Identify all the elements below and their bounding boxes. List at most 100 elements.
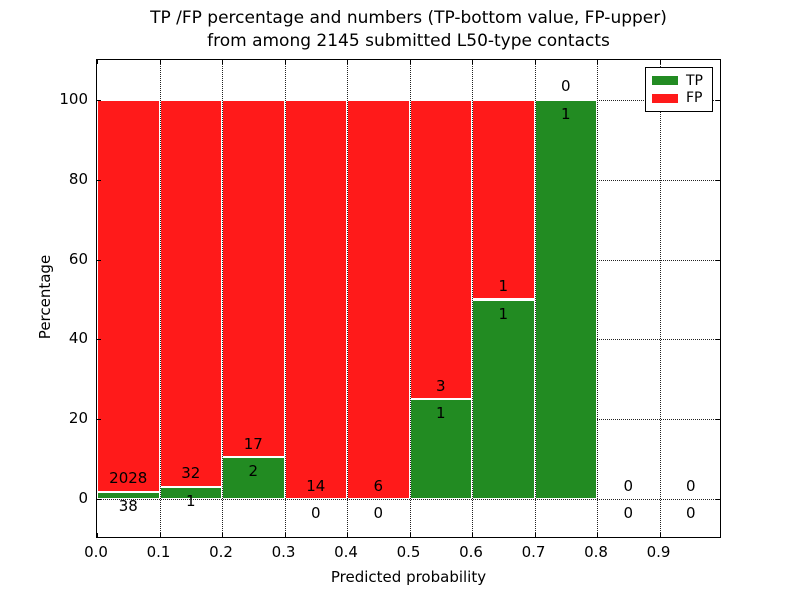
fp-color-swatch-icon xyxy=(652,93,678,103)
x-tick-mark xyxy=(659,60,661,64)
y-tick-mark xyxy=(716,499,720,501)
bar-tp-segment xyxy=(222,457,285,500)
x-gridline xyxy=(659,60,661,537)
x-gridline xyxy=(472,60,473,537)
bar-tp-segment xyxy=(409,399,472,500)
bar-tp-segment xyxy=(472,299,535,500)
x-tick-mark xyxy=(472,60,473,64)
x-tick-mark xyxy=(159,533,161,537)
x-tick-mark xyxy=(222,533,223,537)
tp-count-label: 1 xyxy=(498,304,509,323)
x-tick-label: 0.7 xyxy=(521,543,546,561)
y-tick-mark xyxy=(97,499,101,501)
tp-count-label: 0 xyxy=(373,504,384,523)
fp-count-label: 32 xyxy=(181,464,201,483)
y-tick-label: 100 xyxy=(59,89,88,108)
tp-count-label: 1 xyxy=(185,491,196,510)
y-tick-mark xyxy=(97,99,101,101)
x-tick-mark xyxy=(347,60,348,64)
chart-title-line1: TP /FP percentage and numbers (TP-bottom… xyxy=(150,8,667,28)
y-tick-mark xyxy=(716,99,720,101)
x-tick-mark xyxy=(284,533,286,537)
y-tick-label: 0 xyxy=(78,489,88,508)
bar-fp-segment xyxy=(284,99,347,500)
bar-fp-segment xyxy=(347,99,410,500)
x-tick-mark xyxy=(534,60,536,64)
x-tick-mark xyxy=(534,533,536,537)
x-tick-mark xyxy=(659,533,661,537)
tp-count-label: 38 xyxy=(118,496,138,515)
x-tick-label: 0.3 xyxy=(271,543,296,561)
bar-fp-segment xyxy=(409,99,472,400)
chart-title: TP /FP percentage and numbers (TP-bottom… xyxy=(96,7,721,53)
tp-count-label: 0 xyxy=(623,504,634,523)
x-tick-mark xyxy=(472,533,473,537)
fp-count-label: 1 xyxy=(498,277,509,295)
fp-count-label: 3 xyxy=(435,376,446,395)
x-tick-mark xyxy=(409,533,411,537)
y-tick-mark xyxy=(716,179,720,181)
x-tick-mark xyxy=(222,60,223,64)
y-tick-label: 80 xyxy=(68,169,88,188)
x-tick-mark xyxy=(97,533,98,537)
y-tick-mark xyxy=(716,259,720,261)
y-tick-mark xyxy=(97,339,101,341)
x-tick-label: 0.9 xyxy=(646,543,671,561)
x-tick-mark xyxy=(597,533,598,537)
x-tick-mark xyxy=(347,533,348,537)
y-tick-mark xyxy=(97,419,101,421)
bar-tp-segment xyxy=(97,491,160,500)
y-tick-mark xyxy=(97,259,101,261)
fp-count-label: 0 xyxy=(560,77,571,96)
x-tick-label: 0.5 xyxy=(396,543,421,561)
fp-count-label: 0 xyxy=(685,476,696,495)
x-tick-mark xyxy=(409,60,411,64)
tp-color-swatch-icon xyxy=(652,76,678,86)
tp-count-label: 2 xyxy=(248,462,259,481)
tp-count-label: 1 xyxy=(435,404,446,423)
x-tick-label: 0.0 xyxy=(84,543,108,561)
y-tick-label: 20 xyxy=(68,409,88,428)
legend: TP FP xyxy=(645,67,713,112)
x-tick-label: 0.8 xyxy=(584,543,608,561)
x-tick-label: 0.6 xyxy=(459,543,483,561)
x-gridline xyxy=(284,60,286,537)
x-tick-label: 0.1 xyxy=(146,543,171,561)
fp-count-label: 17 xyxy=(243,434,263,453)
tp-count-label: 0 xyxy=(310,504,321,523)
y-tick-mark xyxy=(716,419,720,421)
legend-label-fp: FP xyxy=(686,90,703,107)
bar-fp-segment xyxy=(159,99,222,487)
bar-tp-segment xyxy=(534,99,597,500)
x-axis-label: Predicted probability xyxy=(330,568,487,586)
bar-fp-segment xyxy=(97,99,160,492)
fp-count-label: 6 xyxy=(373,476,384,495)
y-axis-label: Percentage xyxy=(36,254,54,340)
x-tick-mark xyxy=(284,60,286,64)
fp-count-label: 0 xyxy=(623,476,634,495)
x-gridline xyxy=(597,60,598,537)
fp-count-label: 14 xyxy=(306,476,326,495)
x-gridline xyxy=(409,60,411,537)
tp-count-label: 0 xyxy=(685,504,696,523)
legend-label-tp: TP xyxy=(686,72,703,89)
x-gridline xyxy=(347,60,348,537)
y-gridline xyxy=(97,499,720,501)
legend-item-tp: TP xyxy=(652,74,706,88)
x-gridline xyxy=(222,60,223,537)
legend-item-fp: FP xyxy=(652,91,706,105)
x-tick-mark xyxy=(97,60,98,64)
x-tick-label: 0.4 xyxy=(334,543,358,561)
fp-count-label: 2028 xyxy=(109,469,148,488)
x-gridline xyxy=(534,60,536,537)
x-tick-mark xyxy=(159,60,161,64)
y-tick-label: 40 xyxy=(68,329,88,348)
tp-count-label: 1 xyxy=(560,104,571,123)
bar-fp-segment xyxy=(222,99,285,458)
x-gridline xyxy=(159,60,161,537)
y-tick-mark xyxy=(97,179,101,181)
x-tick-label: 0.2 xyxy=(209,543,233,561)
x-tick-mark xyxy=(597,60,598,64)
bar-fp-segment xyxy=(472,99,535,300)
